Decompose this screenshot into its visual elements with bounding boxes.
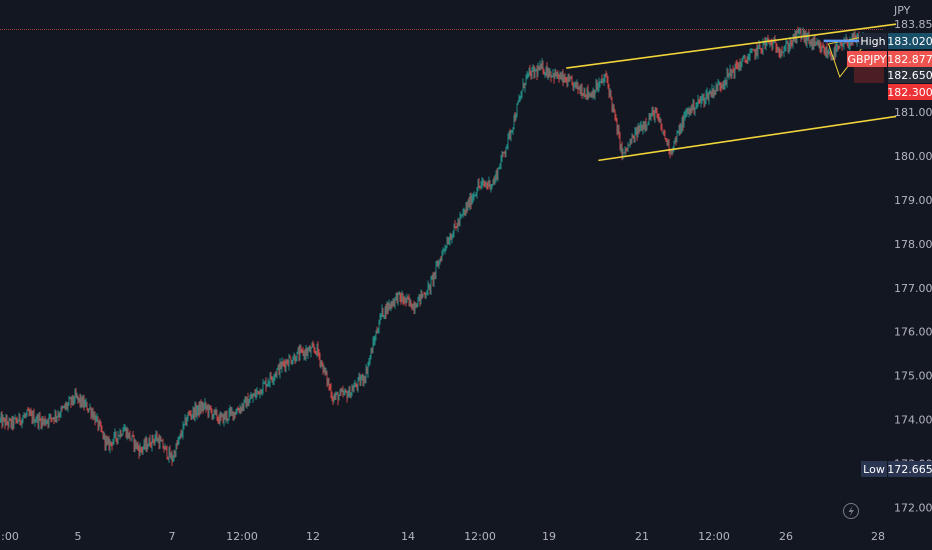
candles [0,26,864,467]
alert-zone [854,67,884,83]
price-tag-value-bg [888,67,932,83]
x-tick-label: 12:00 [464,530,496,543]
lightning-icon[interactable] [843,503,859,519]
x-tick-label: 19 [542,530,556,543]
currency-label: JPY [893,4,911,17]
current-price-value-bg [888,51,932,67]
high-value: 183.020 [887,35,932,48]
low-label-bg [861,461,887,477]
y-tick-label: 181.000 [894,106,932,119]
high-label-bg [859,33,887,49]
alert-price-value: 182.300 [887,86,932,99]
channel-lower-line [598,115,897,162]
y-tick-label: 172.000 [894,501,932,514]
x-tick-label: 14 [401,530,415,543]
low-value: 172.665 [887,463,932,476]
x-tick-label: 12:00 [226,530,258,543]
channel-upper-line [566,23,897,69]
alert-price-value-bg [888,84,932,100]
y-tick-label: 180.000 [894,150,932,163]
time-axis[interactable]: :00 5 7 12:00 12 14 12:00 19 21 12:00 26 28 [1,530,885,543]
x-tick-label: 28 [871,530,885,543]
high-label: High [860,35,885,48]
current-price-value: 182.877 [887,53,932,66]
low-label: Low [863,463,885,476]
current-symbol-label: GBPJPY [847,53,886,66]
y-tick-label: 179.000 [894,194,932,207]
y-tick-label: 177.000 [894,282,932,295]
x-tick-label: :00 [1,530,19,543]
current-symbol-label-bg [847,51,887,67]
x-tick-label: 5 [75,530,82,543]
y-tick-label-top: 183.850 [894,18,932,31]
x-tick-label: 26 [779,530,793,543]
high-value-bg [888,33,932,49]
y-tick-label: 178.000 [894,238,932,251]
y-tick-label: 174.000 [894,414,932,427]
x-tick-label: 12 [306,530,320,543]
x-tick-label: 21 [635,530,649,543]
price-tag-value: 182.650 [887,69,932,82]
x-tick-label: 7 [169,530,176,543]
x-tick-label: 12:00 [698,530,730,543]
y-tick-label: 175.000 [894,370,932,383]
y-tick-label: 176.000 [894,326,932,339]
price-axis[interactable]: 172.000173.000174.000175.000176.000177.0… [893,4,932,514]
low-value-bg [888,461,932,477]
